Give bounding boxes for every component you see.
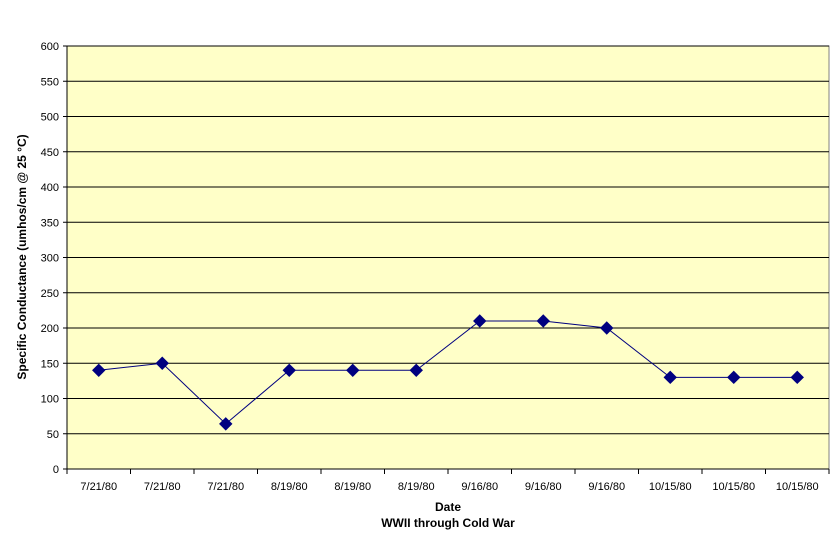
y-tick-label: 300 <box>41 253 59 265</box>
data-point-marker <box>663 370 677 385</box>
data-point-marker <box>282 363 296 378</box>
data-point-marker <box>727 370 741 385</box>
y-tick-label: 550 <box>41 76 59 88</box>
data-point-marker <box>473 314 487 328</box>
x-axis-ticks: 7/21/80 7/21/80 7/21/80 8/19/80 8/19/80 8/19/… <box>66 469 830 493</box>
x-tick-label: 7/21/80 <box>144 481 181 493</box>
x-tick-label: 8/19/80 <box>271 481 308 493</box>
y-tick-label: 500 <box>41 112 59 124</box>
x-tick-label: 10/15/80 <box>712 481 755 493</box>
series-line <box>98 320 798 425</box>
y-tick-label: 200 <box>41 323 59 335</box>
data-point-marker <box>92 363 106 378</box>
data-point-marker <box>155 356 169 370</box>
y-tick-label: 250 <box>41 288 59 300</box>
data-point-marker <box>600 321 614 335</box>
gridlines <box>67 45 829 435</box>
y-tick-label: 350 <box>41 217 59 229</box>
y-tick-label: 0 <box>53 464 59 476</box>
y-tick-label: 100 <box>41 394 59 406</box>
x-axis-label: Date <box>435 500 461 514</box>
y-tick-label: 150 <box>41 358 59 370</box>
data-point-marker <box>409 363 423 378</box>
x-tick-label: 10/15/80 <box>649 481 692 493</box>
x-tick-label: 7/21/80 <box>80 481 117 493</box>
y-tick-label: 450 <box>41 147 59 159</box>
x-axis-sublabel: WWII through Cold War <box>381 516 515 530</box>
y-tick-label: 600 <box>41 41 59 53</box>
y-tick-label: 400 <box>41 182 59 194</box>
data-point-marker <box>790 370 804 385</box>
y-axis-ticks: 0 50 100 150 200 250 300 350 400 450 500 550 600 <box>41 41 67 476</box>
data-point-marker <box>346 363 360 378</box>
y-axis-label: Specific Conductance (umhos/cm @ 25 °C) <box>15 134 29 379</box>
y-tick-label: 50 <box>47 429 59 441</box>
x-tick-label: 9/16/80 <box>588 481 625 493</box>
x-tick-label: 7/21/80 <box>207 481 244 493</box>
x-tick-label: 9/16/80 <box>525 481 562 493</box>
x-tick-label: 8/19/80 <box>334 481 371 493</box>
data-point-marker <box>219 417 233 431</box>
data-point-marker <box>536 314 550 328</box>
series-group <box>92 314 804 431</box>
x-tick-label: 10/15/80 <box>776 481 819 493</box>
x-tick-label: 9/16/80 <box>461 481 498 493</box>
x-tick-label: 8/19/80 <box>398 481 435 493</box>
